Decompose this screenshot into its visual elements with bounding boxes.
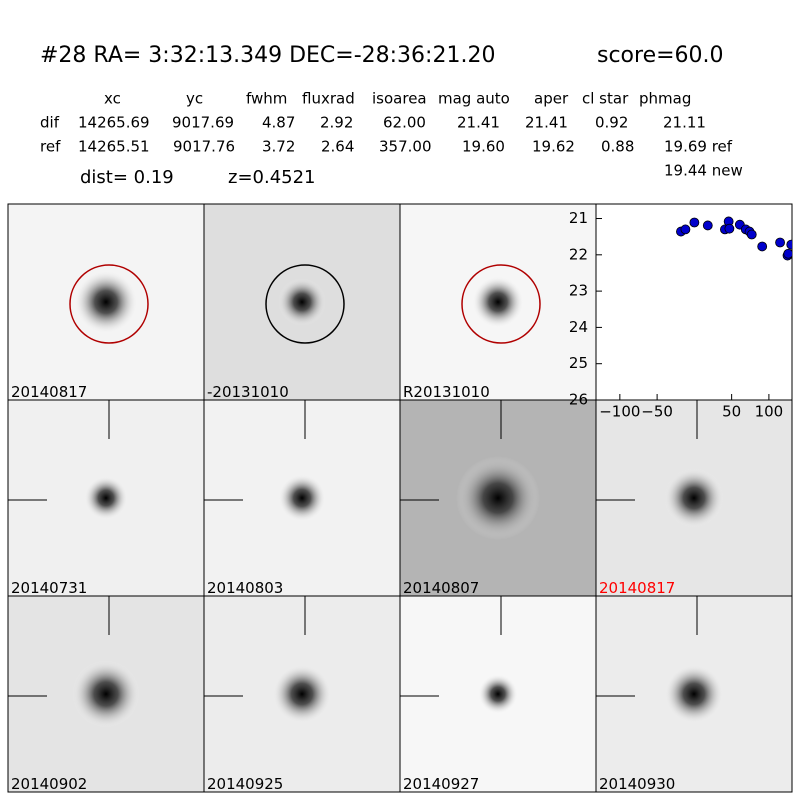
- redshift: z=0.4521: [228, 167, 316, 188]
- table-cell: 2.64: [321, 138, 354, 156]
- table-cell: 2.92: [320, 114, 353, 132]
- column-header: isoarea: [372, 90, 427, 108]
- y-tick-label: 22: [569, 245, 588, 263]
- source-blob: [456, 456, 540, 540]
- data-point: [783, 248, 792, 259]
- data-point: [724, 223, 735, 234]
- aperture-circle: [461, 264, 541, 344]
- stamp-label: 20140817: [599, 579, 675, 597]
- table-cell: 62.00: [383, 114, 426, 132]
- source-blob: [472, 276, 524, 328]
- table-cell: ref: [40, 138, 61, 156]
- column-header: yc: [186, 90, 203, 108]
- source-blob: [664, 468, 724, 528]
- y-tick-label: 24: [569, 318, 588, 336]
- data-point: [757, 241, 768, 252]
- table-cell: 19.60: [462, 138, 505, 156]
- source-blob: [278, 474, 326, 522]
- source-blob: [72, 660, 140, 728]
- stamp-label: 20140817: [11, 383, 87, 401]
- x-tick-label: −50: [641, 403, 673, 421]
- title: #28 RA= 3:32:13.349 DEC=-28:36:21.20: [40, 43, 495, 68]
- source-blob: [272, 664, 332, 724]
- stamp-label: 20140902: [11, 775, 87, 793]
- column-header: fwhm: [246, 90, 287, 108]
- aperture-circle: [69, 264, 149, 344]
- x-tick-label: 100: [755, 403, 784, 421]
- column-header: aper: [534, 90, 569, 108]
- x-tick-label: −100: [599, 403, 640, 421]
- stamp-label: 20140930: [599, 775, 675, 793]
- table-cell: 4.87: [262, 114, 295, 132]
- table-cell: 19.69 ref: [664, 138, 733, 156]
- source-blob: [74, 270, 138, 334]
- table-cell: 21.41: [457, 114, 500, 132]
- stamp-label: -20131010: [207, 383, 289, 401]
- table-cell: 21.11: [663, 114, 706, 132]
- x-tick-label: 50: [722, 403, 741, 421]
- table-cell: 0.88: [601, 138, 634, 156]
- data-point: [775, 237, 785, 248]
- aperture-circle: [265, 264, 345, 344]
- stamp-label: 20140803: [207, 579, 283, 597]
- data-point: [680, 224, 691, 235]
- table-cell: 19.62: [532, 138, 575, 156]
- data-point: [786, 239, 792, 250]
- dist: dist= 0.19: [80, 167, 174, 188]
- stamp-label: 20140731: [11, 579, 87, 597]
- table-cell: 14265.69: [78, 114, 150, 132]
- column-header: fluxrad: [302, 90, 355, 108]
- table-cell: 9017.69: [172, 114, 234, 132]
- column-header: cl star: [582, 90, 629, 108]
- table-cell: dif: [40, 114, 60, 132]
- source-blob: [478, 674, 518, 714]
- stamp-label: 20140925: [207, 775, 283, 793]
- stamp-label: 20140927: [403, 775, 479, 793]
- source-blob: [84, 476, 128, 520]
- plot-area: [595, 203, 793, 401]
- stamp-label: 20140807: [403, 579, 479, 597]
- column-header: phmag: [639, 90, 691, 108]
- column-header: xc: [104, 90, 121, 108]
- phmag-new: 19.44 new: [664, 162, 743, 180]
- y-tick-label: 25: [569, 354, 588, 372]
- source-blob: [278, 278, 326, 326]
- stamp-frame: [595, 595, 793, 793]
- stamp-label: R20131010: [403, 383, 490, 401]
- y-tick-label: 21: [569, 209, 588, 227]
- table-cell: 9017.76: [173, 138, 235, 156]
- column-header: mag auto: [438, 90, 510, 108]
- data-point: [689, 217, 700, 228]
- table-cell: 357.00: [379, 138, 432, 156]
- y-tick-label: 26: [569, 391, 588, 409]
- y-tick-label: 23: [569, 282, 588, 300]
- table-cell: 14265.51: [78, 138, 150, 156]
- score: score=60.0: [597, 43, 724, 68]
- source-blob: [664, 664, 724, 724]
- data-point: [702, 220, 713, 231]
- table-cell: 3.72: [262, 138, 295, 156]
- data-point: [746, 229, 757, 240]
- markers: [676, 216, 792, 261]
- table-cell: 21.41: [525, 114, 568, 132]
- table-cell: 0.92: [595, 114, 628, 132]
